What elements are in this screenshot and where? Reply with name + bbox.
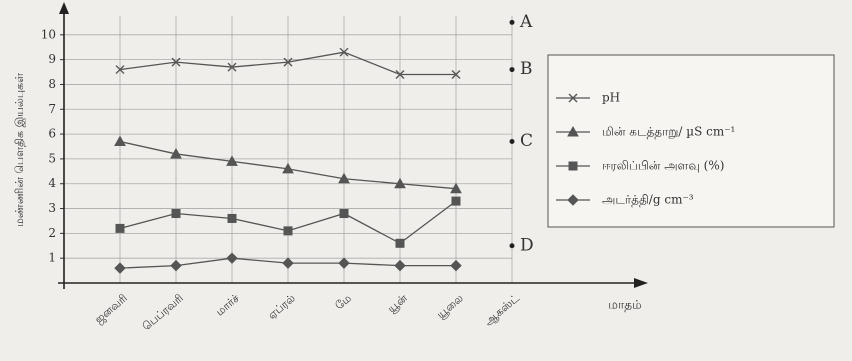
y-tick-label: 10 xyxy=(41,27,56,41)
y-tick-label: 5 xyxy=(48,151,56,165)
y-axis-arrow xyxy=(59,2,69,14)
data-point xyxy=(451,196,461,206)
data-point xyxy=(394,259,406,272)
y-tick-label: 8 xyxy=(48,77,56,91)
legend-marker xyxy=(568,161,578,171)
legend-box xyxy=(547,54,835,228)
y-tick-label: 4 xyxy=(48,176,56,190)
legend-label: ஈரலிப்பின் அளவு (%) xyxy=(602,159,724,173)
data-point xyxy=(451,70,461,80)
x-axis-label: மாதம் xyxy=(608,298,641,312)
annotation-point xyxy=(509,19,515,25)
data-point xyxy=(338,172,350,184)
y-tick-label: 3 xyxy=(48,201,56,215)
legend-label: pH xyxy=(602,91,620,105)
data-point xyxy=(450,182,462,194)
legend-label: மின் கடத்தாறு/ µS cm⁻¹ xyxy=(602,125,735,140)
legend-label: அடர்த்தி/g cm⁻³ xyxy=(602,193,694,207)
annotation-label: C xyxy=(520,131,533,151)
data-point xyxy=(395,238,405,248)
x-axis-arrow xyxy=(634,278,648,288)
legend-marker xyxy=(567,125,579,137)
data-point xyxy=(394,177,406,189)
data-point xyxy=(282,162,294,174)
data-point xyxy=(226,252,238,264)
y-tick-label: 2 xyxy=(48,226,56,240)
data-point xyxy=(450,259,462,272)
annotation-label: D xyxy=(520,235,534,255)
data-point xyxy=(339,209,349,219)
data-point xyxy=(171,209,181,219)
data-point xyxy=(339,47,349,57)
data-point xyxy=(170,259,182,272)
data-point xyxy=(171,57,181,67)
legend-marker xyxy=(567,194,579,206)
annotation-label: B xyxy=(520,59,533,79)
data-point xyxy=(226,155,238,166)
legend-marker xyxy=(568,93,578,103)
annotation-point xyxy=(509,243,515,249)
data-point xyxy=(282,257,294,269)
data-point xyxy=(283,57,293,67)
data-point xyxy=(114,135,126,147)
data-point xyxy=(227,213,237,223)
y-tick-label: 1 xyxy=(48,251,56,265)
y-tick-label: 6 xyxy=(48,127,56,141)
data-point xyxy=(170,147,182,159)
data-point xyxy=(395,70,405,80)
annotation-label: A xyxy=(519,12,533,32)
y-axis-label: மண்ணின் பௌதிக இயல்புகள் xyxy=(13,73,26,227)
data-point xyxy=(283,226,293,236)
data-point xyxy=(338,257,350,269)
data-point xyxy=(115,223,125,233)
data-point xyxy=(227,62,237,72)
y-tick-label: 7 xyxy=(48,102,56,116)
y-tick-label: 9 xyxy=(48,52,56,66)
data-point xyxy=(115,65,125,75)
annotation-point xyxy=(509,67,515,73)
data-point xyxy=(114,262,126,274)
annotation-point xyxy=(509,139,515,145)
